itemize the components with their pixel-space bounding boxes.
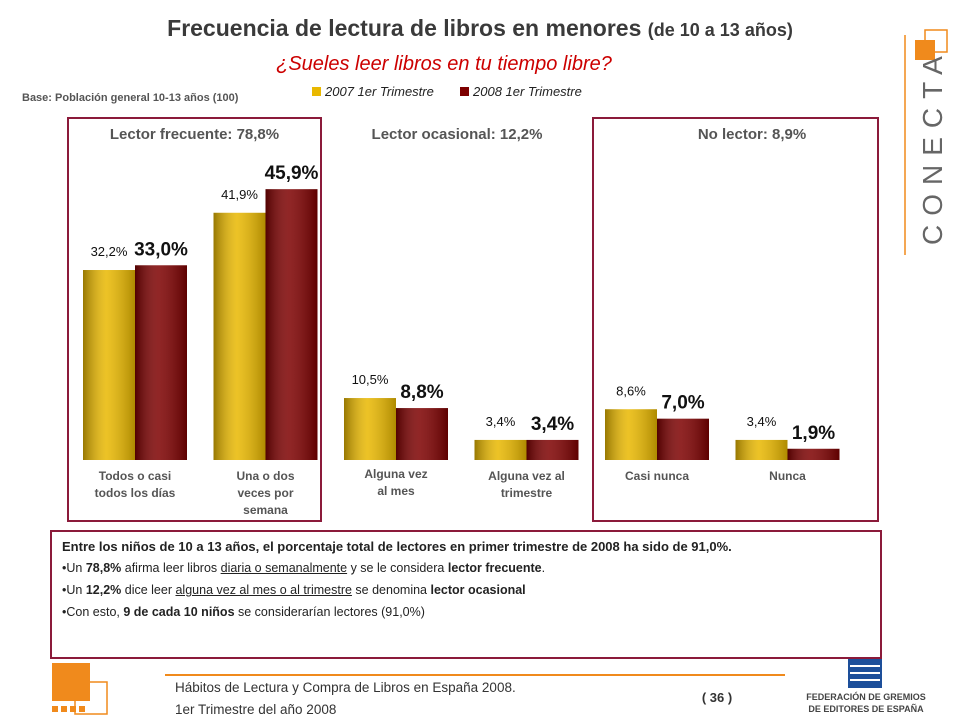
value-label: 45,9% <box>265 163 319 184</box>
value-label: 33,0% <box>134 239 188 260</box>
summary-text: . <box>541 561 546 575</box>
bar-shade <box>213 212 266 460</box>
summary-paragraph: Entre los niños de 10 a 13 años, el porc… <box>62 538 870 555</box>
summary-text: alguna vez al mes o al trimestre <box>175 583 352 597</box>
summary-text: lector ocasional <box>430 583 526 597</box>
title-main: Frecuencia de lectura de libros en menor… <box>167 15 641 41</box>
page-number: ( 36 ) <box>702 690 732 705</box>
footer-line: Hábitos de Lectura y Compra de Libros en… <box>175 680 516 695</box>
x-tick-label: Alguna vez al trimestre <box>488 469 565 500</box>
summary-text: se denomina <box>351 583 431 597</box>
value-label: 32,2% <box>91 244 128 259</box>
group-label: No lector: 8,9% <box>698 126 806 143</box>
summary-box: Entre los niños de 10 a 13 años, el porc… <box>50 530 882 659</box>
bar-group <box>135 265 187 460</box>
legend-label: 2007 1er Trimestre <box>324 84 434 99</box>
bar-shade <box>735 439 788 460</box>
brand-squares <box>915 29 948 60</box>
value-label: 3,4% <box>486 414 516 429</box>
group-label: Lector frecuente: 78,8% <box>110 126 279 143</box>
footer-line: 1er Trimestre del año 2008 <box>175 702 336 717</box>
bar-group <box>735 439 788 460</box>
value-label: 7,0% <box>661 393 704 414</box>
value-label: 8,8% <box>400 382 443 403</box>
brand: CONECTA <box>917 47 948 245</box>
group-box <box>592 117 879 522</box>
bar-shade <box>135 265 187 460</box>
summary-text: dice leer <box>121 583 176 597</box>
summary-text: •Un <box>62 561 86 575</box>
value-label: 1,9% <box>792 423 835 444</box>
title-note: (de 10 a 13 años) <box>648 20 793 40</box>
summary-text: 12,2% <box>85 583 122 597</box>
bar-group <box>526 439 579 460</box>
publisher-logo <box>848 658 882 688</box>
subtitle: ¿Sueles leer libros en tu tiempo libre? <box>276 53 613 75</box>
publisher: DE EDITORES DE ESPAÑA <box>808 704 924 714</box>
group-label: Lector ocasional: 12,2% <box>372 126 543 143</box>
summary-text: 78,8% <box>85 561 122 575</box>
summary-paragraph: •Un 12,2% dice leer alguna vez al mes o … <box>62 582 870 599</box>
bar-shade <box>474 439 527 460</box>
summary-text: afirma leer libros <box>121 561 221 575</box>
bar-group <box>605 409 657 460</box>
value-label: 3,4% <box>747 414 777 429</box>
value-label: 41,9% <box>221 187 258 202</box>
footer-squares <box>52 663 108 715</box>
bar-shade <box>344 398 396 460</box>
value-label: 10,5% <box>352 372 389 387</box>
summary-text: •Con esto, <box>62 605 124 619</box>
x-tick-label: Alguna vez al mes <box>364 467 428 498</box>
chart-title: Frecuencia de lectura de libros en menor… <box>167 15 793 41</box>
bar-shade <box>605 409 657 460</box>
bar-group <box>657 418 709 460</box>
bar-shade <box>396 408 448 460</box>
summary-text: •Un <box>62 583 86 597</box>
summary-paragraph: •Un 78,8% afirma leer libros diaria o se… <box>62 560 870 577</box>
value-label: 8,6% <box>616 383 646 398</box>
x-tick-label: Casi nunca <box>624 469 690 483</box>
publisher: FEDERACIÓN DE GREMIOS <box>806 691 926 702</box>
base-note: Base: Población general 10-13 años (100) <box>22 92 239 104</box>
bar-shade <box>526 439 579 460</box>
bar-group <box>474 439 527 460</box>
x-tick-label: Todos o casi todos los días <box>94 469 176 500</box>
summary-text: lector frecuente <box>447 561 542 575</box>
bar-shade <box>657 418 709 460</box>
summary-text: diaria o semanalmente <box>220 561 348 575</box>
value-label: 3,4% <box>531 414 574 435</box>
bar-shade <box>83 270 135 460</box>
bar-shade <box>787 448 840 460</box>
group-box <box>67 117 322 522</box>
summary-text: y se le considera <box>347 561 448 575</box>
bar-group <box>787 448 840 460</box>
bar-shade <box>265 189 318 460</box>
bar-group <box>213 212 266 460</box>
x-tick-label: Una o dos veces por semana <box>236 469 295 517</box>
legend-label: 2008 1er Trimestre <box>472 84 582 99</box>
summary-text: 9 de cada 10 niños <box>123 605 235 619</box>
summary-text: Entre los niños de 10 a 13 años, el porc… <box>62 539 732 554</box>
summary-text: se considerarían lectores (91,0%) <box>234 605 425 619</box>
legend-swatch <box>460 87 469 96</box>
x-tick-label: Nunca <box>769 469 806 483</box>
bar-group <box>265 189 318 460</box>
summary-paragraph: •Con esto, 9 de cada 10 niños se conside… <box>62 604 870 621</box>
legend-swatch <box>312 87 321 96</box>
bar-group <box>396 408 448 460</box>
bar-group <box>83 270 135 460</box>
bar-group <box>344 398 396 460</box>
